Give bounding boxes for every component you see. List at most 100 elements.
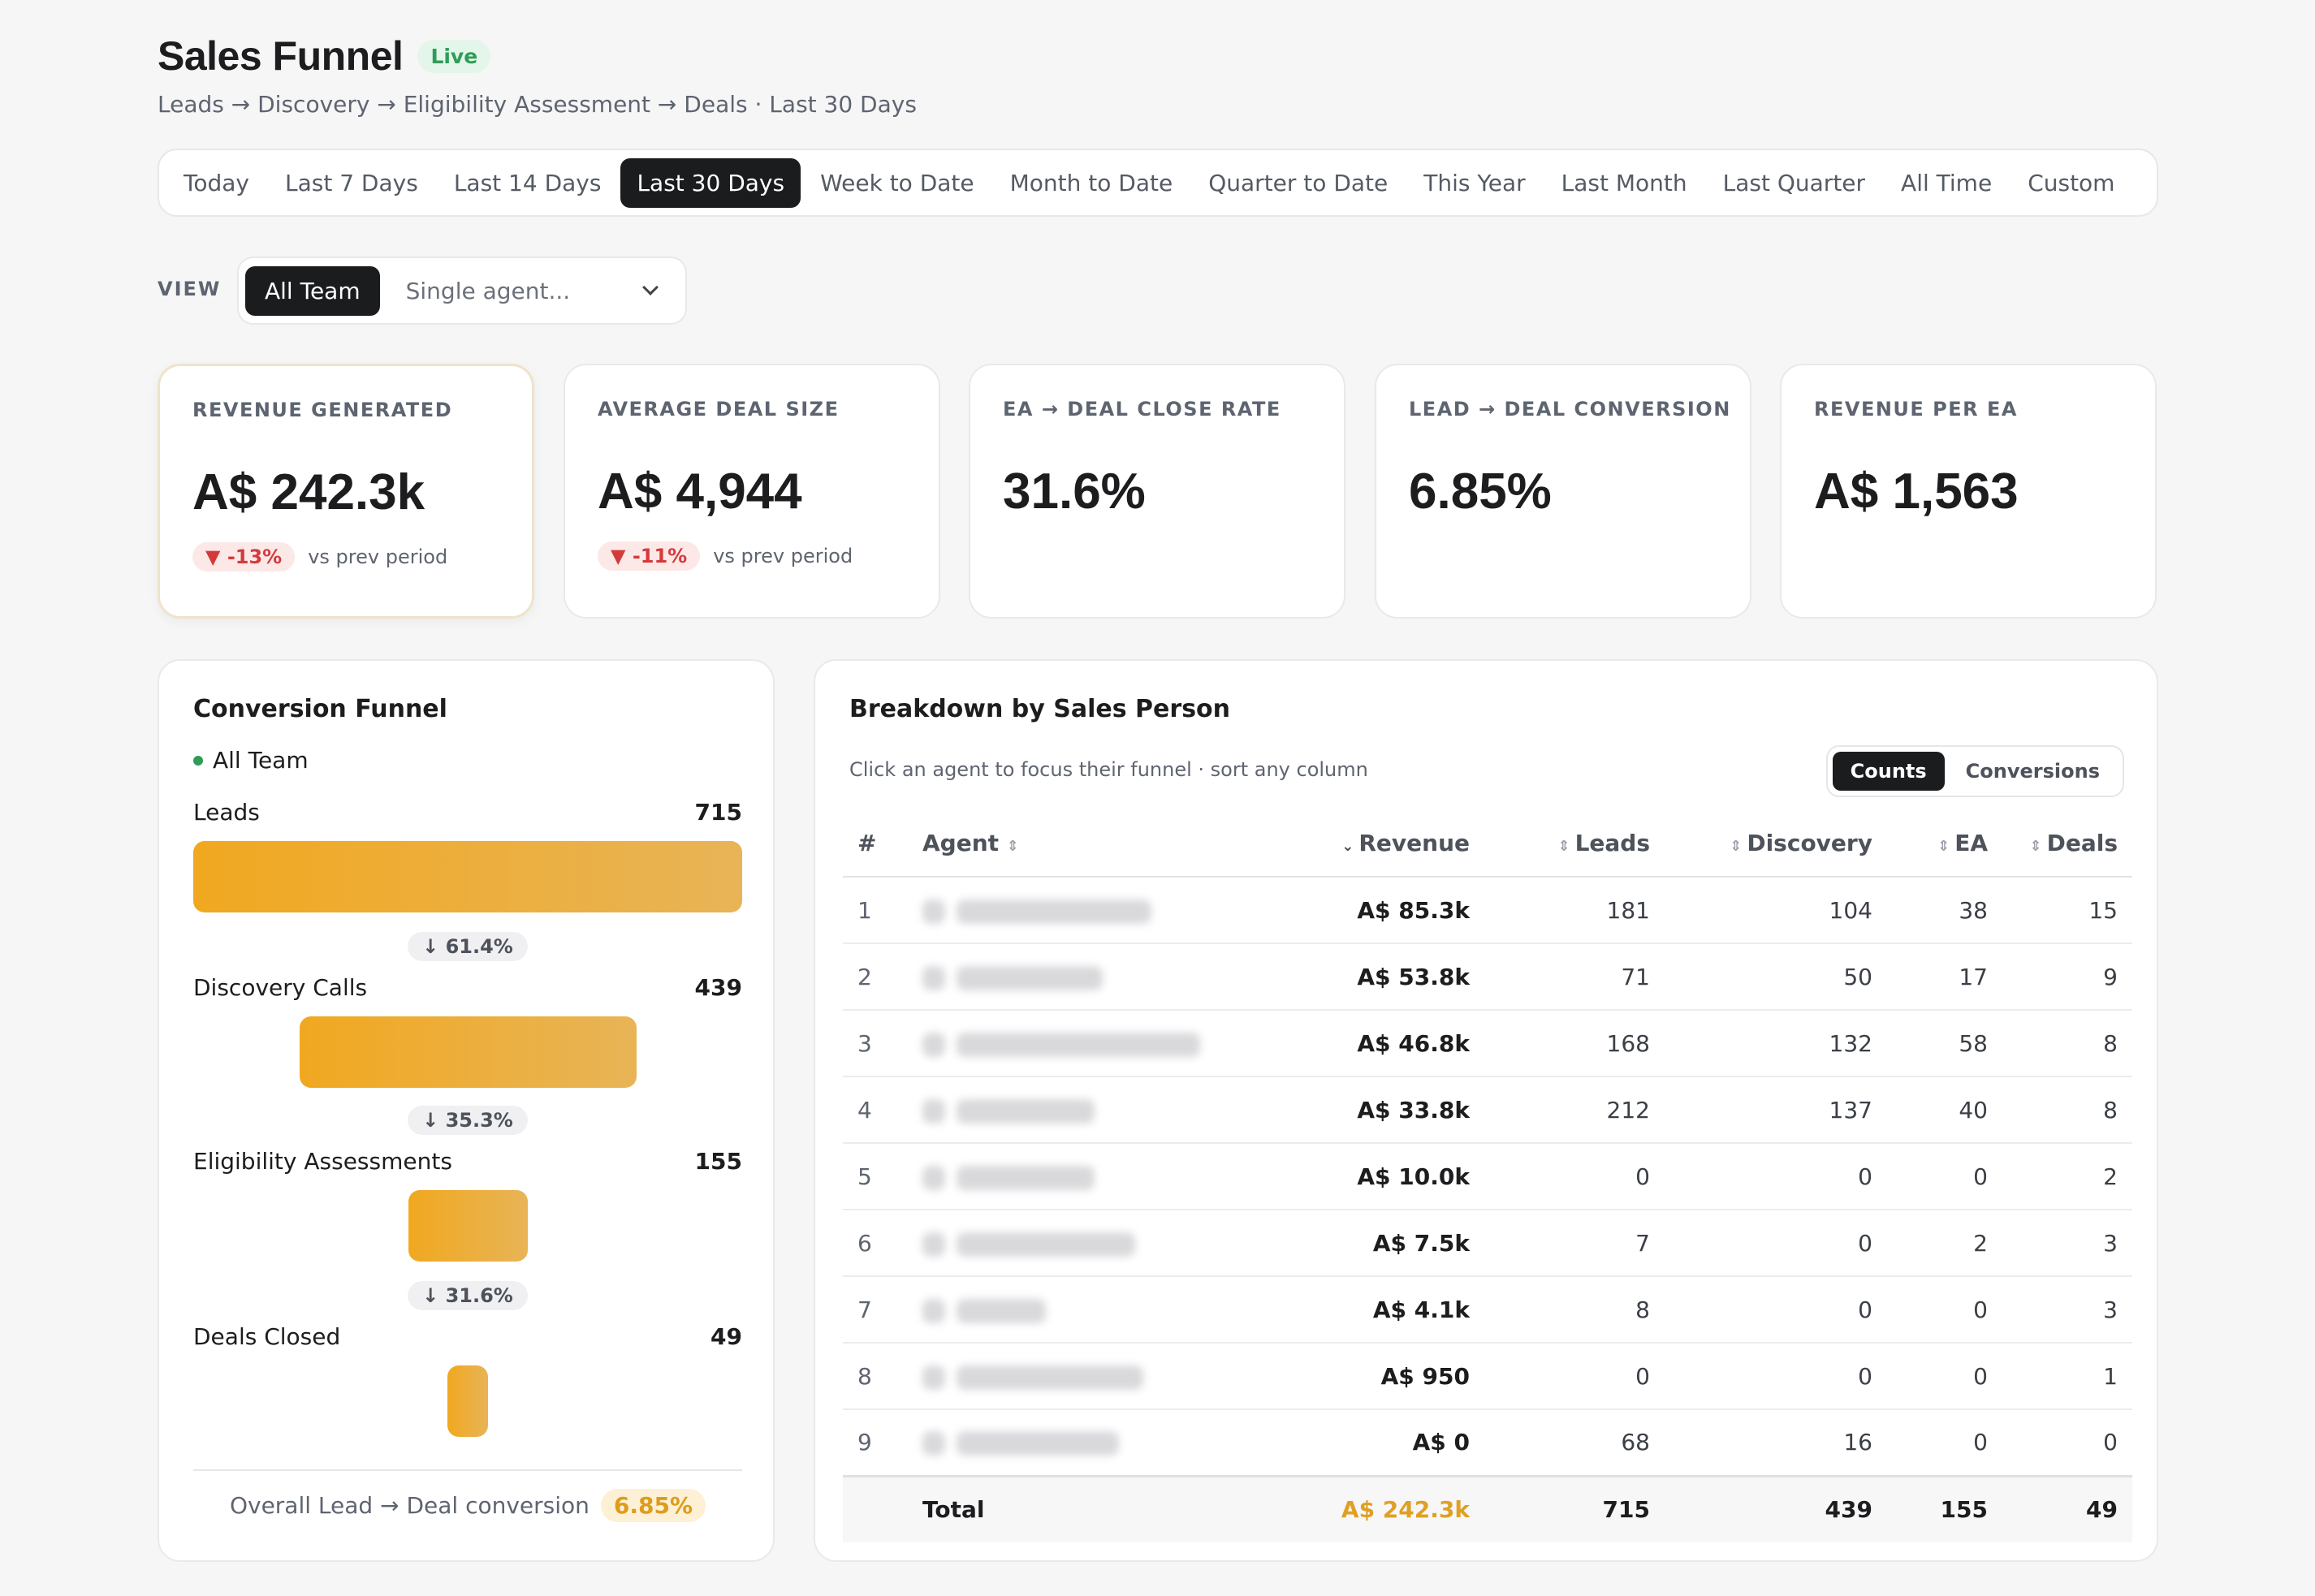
table-row[interactable]: 4 A$ 33.8k 212 137 40 8 [843, 1076, 2132, 1144]
revenue-cell: A$ 7.5k [1265, 1210, 1484, 1277]
column-header-leads[interactable]: ⇕ Leads [1484, 810, 1665, 878]
table-header-row: # Agent ⇕ ⌄ Revenue ⇕ Leads ⇕ Discovery ⇕ EA… [843, 810, 2132, 878]
kpi-card-revenue-per-ea: REVENUE PER EA A$ 1,563 [1780, 364, 2157, 619]
revenue-cell: A$ 85.3k [1265, 877, 1484, 944]
counts-toggle-button[interactable]: Counts [1832, 752, 1945, 791]
column-header-discovery[interactable]: ⇕ Discovery [1665, 810, 1887, 878]
agent-name [908, 1010, 1265, 1077]
table-total-row: Total A$ 242.3k 715 439 155 49 [843, 1474, 2132, 1542]
breakdown-title: Breakdown by Sales Person [849, 695, 1231, 723]
range-tab-last-30-days[interactable]: Last 30 Days [620, 157, 801, 208]
overall-value: 6.85% [600, 1489, 706, 1522]
column-header-ea[interactable]: ⇕ EA [1887, 810, 2002, 878]
column-header-revenue[interactable]: ⌄ Revenue [1265, 810, 1484, 878]
row-number: 2 [843, 943, 908, 1011]
row-number: 3 [843, 1010, 908, 1077]
row-number: 7 [843, 1276, 908, 1344]
total-ea: 155 [1887, 1474, 2002, 1542]
kpi-label: LEAD → DEAL CONVERSION [1409, 398, 1731, 421]
table-row[interactable]: 8 A$ 950 0 0 0 1 [843, 1343, 2132, 1410]
all-team-button[interactable]: All Team [245, 265, 380, 316]
avatar [922, 965, 945, 990]
table-row[interactable]: 6 A$ 7.5k 7 0 2 3 [843, 1210, 2132, 1277]
dropoff-pill: ↓ 35.3% [408, 1106, 528, 1135]
table-row[interactable]: 1 A$ 85.3k 181 104 38 15 [843, 877, 2132, 944]
column-header-number: # [843, 810, 908, 878]
avatar [922, 1232, 945, 1257]
row-number: 1 [843, 877, 908, 944]
kpi-value: A$ 4,944 [598, 464, 802, 520]
revenue-cell: A$ 46.8k [1265, 1010, 1484, 1077]
ea-cell: 38 [1887, 877, 2002, 944]
leads-cell: 181 [1484, 877, 1665, 944]
deals-cell: 0 [2002, 1409, 2132, 1477]
funnel-stage-deals: Deals Closed 49 [193, 1323, 742, 1350]
deals-cell: 2 [2002, 1143, 2132, 1210]
column-header-deals[interactable]: ⇕ Deals [2002, 810, 2132, 878]
kpi-label: AVERAGE DEAL SIZE [598, 398, 840, 421]
kpi-card-lead-deal-conversion: LEAD → DEAL CONVERSION 6.85% [1375, 364, 1751, 619]
kpi-label: REVENUE GENERATED [192, 399, 453, 421]
deals-cell: 3 [2002, 1276, 2132, 1344]
table-row[interactable]: 9 A$ 0 68 16 0 0 [843, 1409, 2132, 1477]
table-row[interactable]: 5 A$ 10.0k 0 0 0 2 [843, 1143, 2132, 1210]
range-tab-quarter-to-date[interactable]: Quarter to Date [1208, 169, 1389, 196]
agent-name [908, 1409, 1265, 1477]
range-tab-custom[interactable]: Custom [2028, 169, 2115, 196]
breakdown-panel: Breakdown by Sales Person Click an agent… [814, 659, 2158, 1562]
discovery-cell: 0 [1665, 1210, 1887, 1277]
agent-name-redacted [957, 1098, 1095, 1124]
discovery-cell: 50 [1665, 943, 1887, 1011]
discovery-cell: 0 [1665, 1143, 1887, 1210]
divider [193, 1469, 742, 1471]
conversions-toggle-button[interactable]: Conversions [1965, 760, 2100, 783]
row-number: 4 [843, 1076, 908, 1144]
total-discovery: 439 [1665, 1474, 1887, 1542]
total-label: Total [908, 1474, 1265, 1542]
table-row[interactable]: 7 A$ 4.1k 8 0 0 3 [843, 1276, 2132, 1344]
date-range-tabs: Today Last 7 Days Last 14 Days Last 30 Days… [158, 149, 2158, 217]
range-tab-today[interactable]: Today [184, 169, 249, 196]
leads-header-label: Leads [1574, 830, 1650, 856]
sort-icon: ⇕ [2029, 838, 2042, 855]
agent-name-redacted [957, 1298, 1046, 1323]
agent-name-redacted [957, 1365, 1143, 1390]
delta-badge: ▼ -11% [598, 541, 701, 571]
single-agent-select[interactable]: Single agent... [380, 278, 679, 304]
agent-name-redacted [957, 1431, 1119, 1456]
column-header-agent[interactable]: Agent ⇕ [908, 810, 1265, 878]
range-tab-last-14-days[interactable]: Last 14 Days [453, 169, 602, 196]
range-tab-last-quarter[interactable]: Last Quarter [1722, 169, 1866, 196]
funnel-bar-leads [193, 841, 742, 912]
stage-name: Discovery Calls [193, 974, 368, 1001]
avatar [922, 1431, 945, 1456]
kpi-value: 31.6% [1003, 464, 1146, 520]
range-tab-week-to-date[interactable]: Week to Date [820, 169, 974, 196]
leads-cell: 71 [1484, 943, 1665, 1011]
counts-conversions-toggle: Counts Conversions [1825, 745, 2124, 797]
funnel-title: Conversion Funnel [193, 695, 447, 723]
leads-cell: 0 [1484, 1343, 1665, 1410]
kpi-label: EA → DEAL CLOSE RATE [1003, 398, 1281, 421]
ea-cell: 58 [1887, 1010, 2002, 1077]
ea-cell: 17 [1887, 943, 2002, 1011]
table-row[interactable]: 2 A$ 53.8k 71 50 17 9 [843, 943, 2132, 1011]
range-tab-last-7-days[interactable]: Last 7 Days [284, 169, 418, 196]
discovery-cell: 0 [1665, 1276, 1887, 1344]
agent-name [908, 1210, 1265, 1277]
range-tab-all-time[interactable]: All Time [1901, 169, 1993, 196]
view-label: VIEW [158, 278, 222, 300]
revenue-cell: A$ 950 [1265, 1343, 1484, 1410]
agent-name [908, 943, 1265, 1011]
stage-value: 49 [710, 1323, 742, 1350]
row-number: 6 [843, 1210, 908, 1277]
leads-cell: 0 [1484, 1143, 1665, 1210]
table-row[interactable]: 3 A$ 46.8k 168 132 58 8 [843, 1010, 2132, 1077]
discovery-cell: 132 [1665, 1010, 1887, 1077]
range-tab-this-year[interactable]: This Year [1423, 169, 1526, 196]
kpi-card-average-deal-size: AVERAGE DEAL SIZE A$ 4,944 ▼ -11% vs pre… [564, 364, 940, 619]
agent-name-redacted [957, 965, 1103, 990]
range-tab-last-month[interactable]: Last Month [1561, 169, 1687, 196]
range-tab-month-to-date[interactable]: Month to Date [1009, 169, 1173, 196]
sort-icon: ⇕ [1006, 838, 1019, 855]
